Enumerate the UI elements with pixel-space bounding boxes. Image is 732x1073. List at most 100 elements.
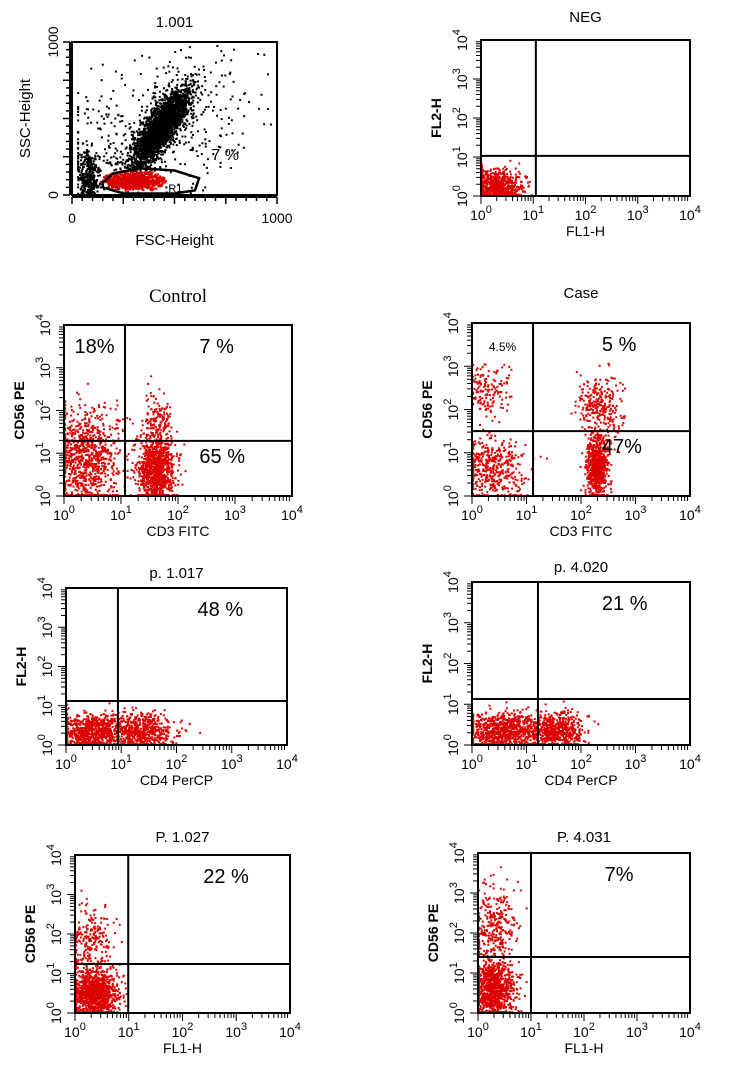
- data-point: [173, 117, 176, 120]
- data-point: [129, 171, 132, 174]
- data-point: [121, 161, 124, 164]
- data-point: [124, 139, 127, 142]
- data-point: [481, 172, 484, 175]
- data-point: [161, 106, 164, 109]
- data-point: [86, 144, 89, 147]
- data-point: [189, 92, 192, 95]
- data-point: [178, 94, 181, 97]
- data-point: [132, 148, 135, 151]
- data-point: [135, 130, 138, 133]
- data-point: [176, 119, 179, 122]
- data-point: [484, 170, 487, 173]
- data-point: [105, 181, 108, 184]
- data-points: [481, 159, 533, 197]
- data-point: [112, 142, 115, 145]
- data-point: [159, 102, 162, 105]
- data-point: [89, 177, 92, 180]
- data-point: [492, 176, 495, 179]
- data-point: [527, 184, 530, 187]
- data-point: [202, 111, 205, 114]
- data-point: [109, 142, 112, 145]
- data-point: [503, 174, 506, 177]
- data-point: [148, 143, 151, 146]
- data-point: [263, 53, 266, 56]
- data-point: [196, 119, 199, 122]
- data-point: [181, 109, 184, 112]
- data-point: [185, 111, 188, 114]
- data-point: [92, 162, 95, 165]
- data-point: [150, 145, 153, 148]
- data-point: [130, 148, 133, 151]
- data-point: [498, 186, 501, 189]
- data-point: [220, 74, 223, 77]
- data-point: [514, 188, 517, 191]
- data-point: [142, 138, 145, 141]
- data-point: [150, 112, 153, 115]
- data-point: [260, 93, 263, 96]
- data-point: [142, 130, 145, 133]
- data-point: [502, 191, 505, 194]
- data-point: [494, 186, 497, 189]
- data-point: [228, 116, 231, 119]
- data-point: [94, 164, 97, 167]
- data-point: [155, 180, 158, 183]
- data-point: [505, 191, 508, 194]
- data-point: [95, 152, 98, 155]
- data-point: [157, 181, 160, 184]
- data-point: [198, 144, 201, 147]
- data-point: [165, 108, 168, 111]
- data-point: [243, 92, 246, 95]
- data-point: [83, 181, 86, 184]
- data-point: [177, 90, 180, 93]
- data-point: [137, 180, 140, 183]
- data-point: [236, 151, 239, 154]
- data-point: [110, 97, 113, 100]
- data-point: [132, 138, 135, 141]
- data-point: [145, 143, 148, 146]
- data-point: [146, 118, 149, 121]
- data-point: [145, 137, 148, 140]
- data-point: [499, 171, 502, 174]
- data-point: [154, 187, 157, 190]
- data-point: [148, 125, 151, 128]
- data-point: [128, 167, 131, 170]
- data-point: [90, 178, 93, 181]
- data-point: [483, 175, 486, 178]
- data-point: [80, 176, 83, 179]
- data-point: [505, 167, 508, 170]
- data-point: [173, 131, 176, 134]
- data-point: [159, 167, 162, 170]
- data-point: [95, 186, 98, 189]
- data-point: [179, 108, 182, 111]
- data-point: [186, 101, 189, 104]
- data-point: [123, 185, 126, 188]
- data-point: [122, 158, 125, 161]
- data-point: [172, 140, 175, 143]
- data-point: [163, 120, 166, 123]
- data-point: [150, 120, 153, 123]
- data-point: [173, 91, 176, 94]
- data-point: [157, 130, 160, 133]
- data-point: [184, 56, 187, 59]
- data-point: [154, 139, 157, 142]
- data-point: [197, 84, 200, 87]
- x-axis-label: FSC-Height: [135, 232, 214, 249]
- data-point: [127, 158, 130, 161]
- data-point: [89, 175, 92, 178]
- data-point: [139, 178, 142, 181]
- data-point: [132, 164, 135, 167]
- data-point: [505, 181, 508, 184]
- data-point: [145, 176, 148, 179]
- data-point: [170, 81, 173, 84]
- data-point: [125, 159, 128, 162]
- data-point: [169, 116, 172, 119]
- data-point: [146, 131, 149, 134]
- data-point: [85, 140, 88, 143]
- data-point: [118, 176, 121, 179]
- data-point: [142, 164, 145, 167]
- data-point: [152, 118, 155, 121]
- data-point: [482, 189, 485, 192]
- data-point: [186, 77, 189, 80]
- data-point: [141, 154, 144, 157]
- data-point: [498, 188, 501, 191]
